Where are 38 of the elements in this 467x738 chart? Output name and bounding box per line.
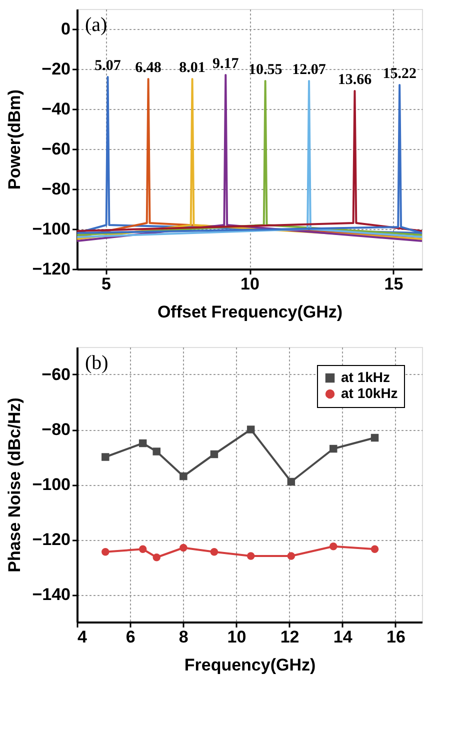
y-tick-label: 0 [61, 20, 70, 38]
annotation: 12.07 [292, 62, 326, 78]
legend-label: at 1kHz [341, 369, 390, 385]
y-axis-title: Power(dBm) [5, 89, 24, 190]
y-tick-label: −100 [32, 220, 70, 238]
x-tick-label: 14 [333, 628, 353, 646]
x-tick-label: 15 [384, 274, 404, 294]
x-tick-label: 6 [126, 628, 136, 646]
annotation: (a) [85, 14, 108, 36]
x-tick-label: 10 [227, 628, 246, 646]
y-tick-label: −60 [42, 140, 70, 158]
annotation: 6.48 [135, 60, 162, 76]
y-tick-label: −120 [32, 260, 70, 278]
x-tick-label: 4 [78, 628, 88, 646]
annotation: 10.55 [248, 62, 282, 78]
y-tick-label: −100 [32, 475, 70, 494]
annotation: 9.17 [212, 56, 240, 72]
annotation: 15.22 [382, 66, 416, 82]
y-tick-label: −40 [42, 100, 70, 118]
x-axis-title: Frequency(GHz) [184, 656, 316, 674]
y-tick-label: −80 [42, 420, 70, 439]
annotation: 8.01 [179, 60, 206, 76]
y-axis-title: Phase Noise (dBc/Hz) [5, 398, 24, 572]
y-tick-label: −60 [42, 365, 70, 384]
x-tick-label: 10 [240, 274, 260, 294]
x-axis-title: Offset Frequency(GHz) [157, 302, 343, 322]
x-tick-label: 5 [102, 274, 111, 294]
x-tick-label: 8 [178, 628, 188, 646]
annotation: (b) [85, 352, 108, 374]
y-tick-label: −140 [32, 585, 70, 604]
y-tick-label: −20 [42, 60, 70, 78]
annotation: 13.66 [338, 72, 372, 88]
legend-label: at 10kHz [341, 385, 398, 401]
y-tick-label: −120 [32, 530, 70, 549]
x-tick-label: 12 [280, 628, 300, 646]
x-tick-label: 16 [386, 628, 406, 646]
annotation: 5.07 [94, 58, 122, 74]
y-tick-label: −80 [42, 180, 70, 198]
